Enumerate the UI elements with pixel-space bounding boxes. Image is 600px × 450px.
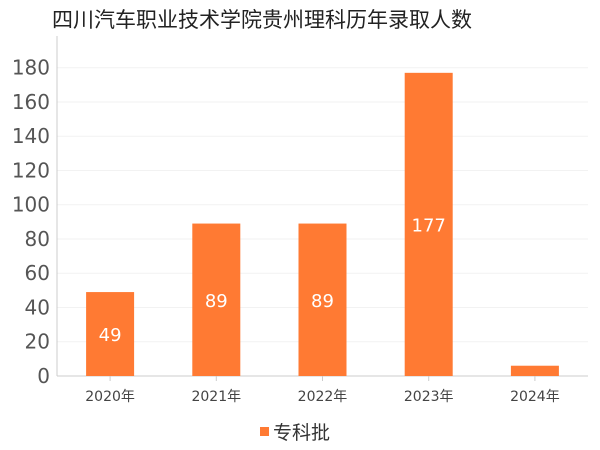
y-tick-labels: 0 20 40 60 80 100 120 140 160 180 [12, 56, 50, 388]
y-tick-label: 180 [12, 56, 50, 80]
y-tick-label: 40 [25, 295, 50, 319]
data-label: 89 [311, 291, 334, 312]
legend-swatch-zhuanke[interactable] [260, 427, 269, 436]
bar[interactable] [192, 223, 241, 376]
bars [86, 72, 559, 376]
x-tick-label: 2022年 [298, 389, 348, 405]
legend-label-zhuanke[interactable]: 专科批 [273, 422, 330, 444]
x-tick-label: 2020年 [85, 389, 135, 405]
legend[interactable]: 专科批 [260, 422, 330, 444]
y-tick-label: 80 [25, 227, 50, 251]
y-tick-label: 140 [12, 124, 50, 148]
y-tick-label: 60 [25, 261, 50, 285]
bar[interactable] [86, 292, 135, 376]
bar[interactable] [404, 72, 453, 376]
y-tick-label: 120 [12, 158, 50, 182]
bar[interactable] [298, 223, 347, 376]
y-tick-label: 160 [12, 90, 50, 114]
y-tick-label: 0 [37, 364, 50, 388]
x-tick-label: 2021年 [191, 389, 241, 405]
chart-title: 四川汽车职业技术学院贵州理科历年录取人数 [52, 8, 472, 32]
data-label: 177 [412, 215, 446, 236]
y-tick-label: 20 [25, 330, 50, 354]
data-label: 49 [99, 325, 122, 346]
x-tick-label: 2023年 [404, 389, 454, 405]
x-tick-label: 2024年 [510, 389, 560, 405]
data-labels: 49 89 89 177 [99, 215, 446, 346]
data-label: 89 [205, 291, 228, 312]
x-tick-labels: 2020年 2021年 2022年 2023年 2024年 [85, 376, 560, 405]
bar[interactable] [510, 365, 559, 376]
y-tick-label: 100 [12, 193, 50, 217]
